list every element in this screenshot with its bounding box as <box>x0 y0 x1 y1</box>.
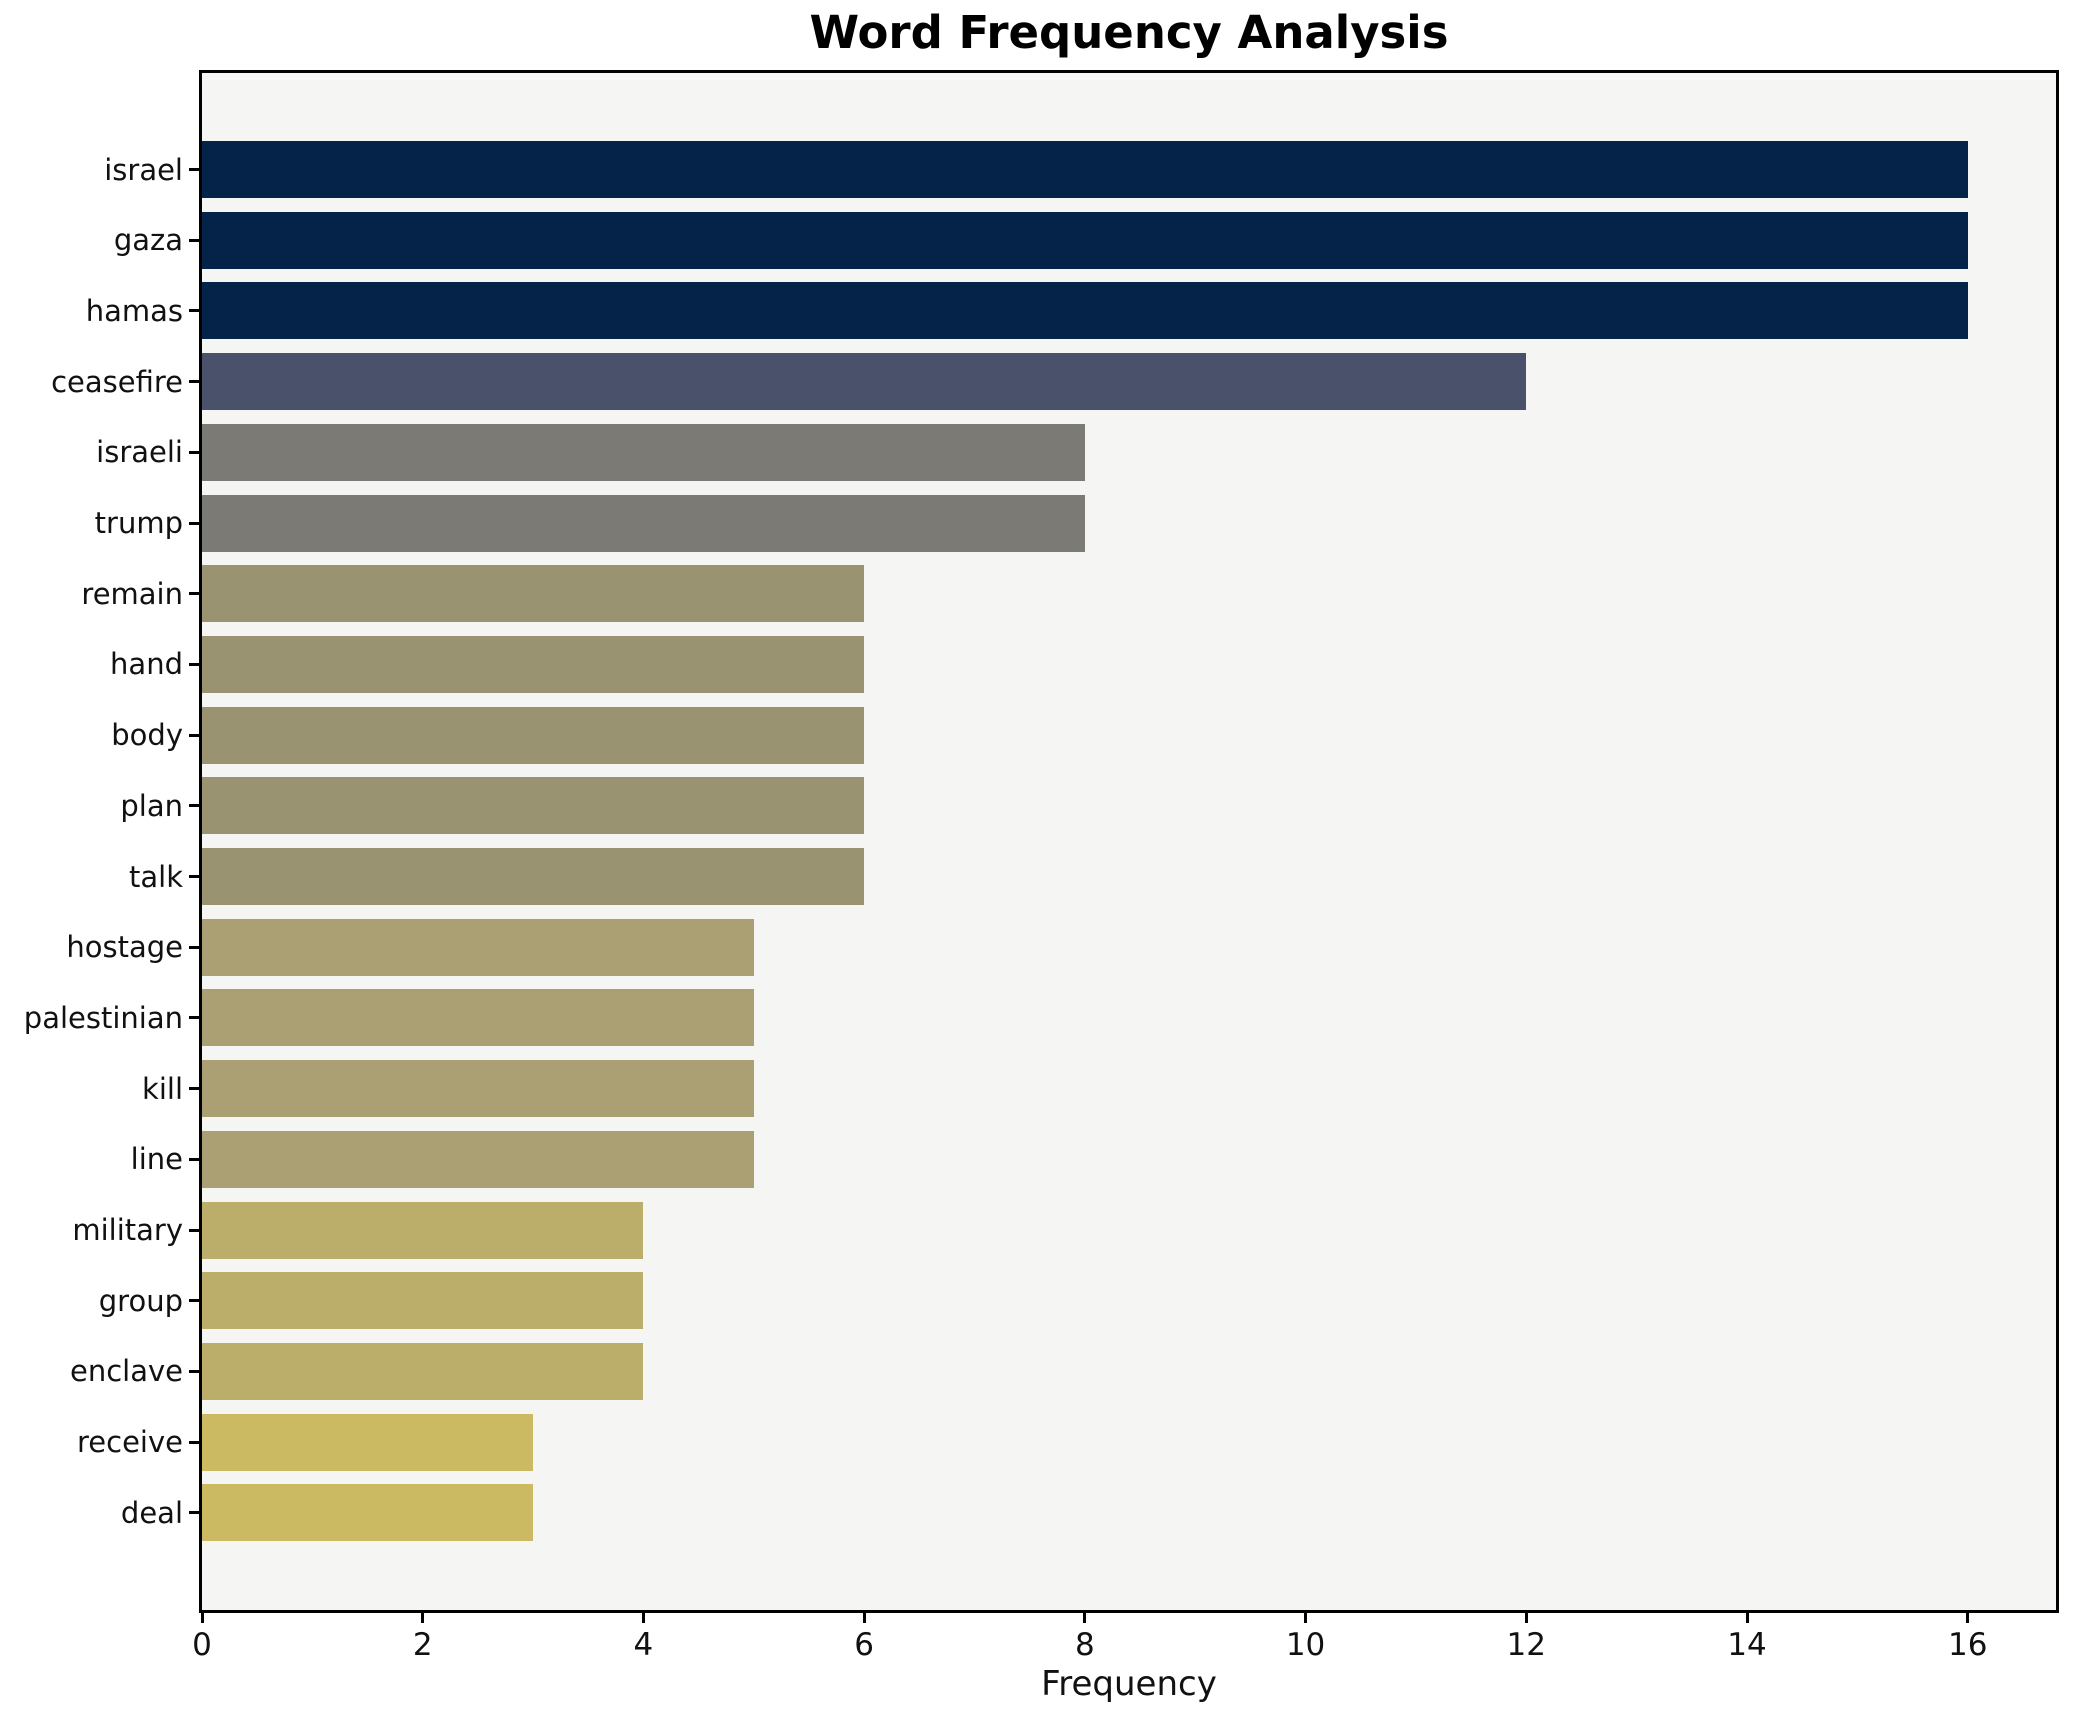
y-tick-label: body <box>111 718 183 753</box>
y-tick-label: hand <box>110 647 183 682</box>
y-tick-label: military <box>72 1213 183 1247</box>
bar-deal <box>202 1484 534 1542</box>
bar-gaza <box>202 211 1968 269</box>
y-tick-mark <box>189 1299 199 1303</box>
bar-hand <box>202 635 865 693</box>
y-tick-label: group <box>98 1283 183 1318</box>
bar-line <box>202 1130 754 1188</box>
y-tick-mark <box>189 1087 199 1091</box>
y-tick-label: plan <box>120 788 183 823</box>
y-tick-label: deal <box>120 1495 183 1530</box>
y-tick-label: israel <box>104 152 183 187</box>
y-tick-mark <box>189 521 199 525</box>
y-tick-label: hamas <box>85 293 183 328</box>
bar-enclave <box>202 1342 644 1400</box>
y-tick-mark <box>189 309 199 313</box>
y-tick-label: remain <box>81 576 183 611</box>
y-tick-mark <box>189 450 199 454</box>
bar-talk <box>202 848 865 905</box>
x-tick-mark <box>1524 1613 1528 1623</box>
y-tick-mark <box>189 662 199 666</box>
bar-kill <box>202 1060 754 1118</box>
y-tick-label: receive <box>77 1425 183 1460</box>
plot-area <box>199 70 2059 1613</box>
y-tick-label: israeli <box>96 435 183 470</box>
y-tick-mark <box>189 804 199 808</box>
bar-remain <box>202 565 865 623</box>
bar-ceasefire <box>202 353 1527 411</box>
y-tick-mark <box>189 1369 199 1373</box>
bars-layer <box>202 73 2056 1610</box>
x-tick-mark <box>200 1613 204 1623</box>
chart-title: Word Frequency Analysis <box>809 6 1449 59</box>
y-tick-mark <box>189 875 199 878</box>
x-axis-title: Frequency <box>1041 1664 1217 1704</box>
bar-israeli <box>202 423 1085 481</box>
x-tick-mark <box>1966 1613 1970 1623</box>
bar-body <box>202 706 865 764</box>
x-tick-mark <box>862 1613 866 1623</box>
y-tick-label: line <box>130 1142 183 1177</box>
y-tick-mark <box>189 945 199 949</box>
x-tick-label: 2 <box>412 1627 433 1663</box>
y-tick-label: hostage <box>66 930 183 965</box>
y-tick-label: enclave <box>70 1354 183 1389</box>
y-tick-mark <box>189 168 199 171</box>
y-tick-label: palestinian <box>23 1000 183 1035</box>
y-tick-mark <box>189 733 199 737</box>
x-tick-label: 12 <box>1506 1627 1546 1663</box>
y-tick-mark <box>189 238 199 242</box>
x-tick-mark <box>641 1613 645 1623</box>
x-tick-label: 4 <box>633 1627 654 1663</box>
x-tick-label: 8 <box>1074 1627 1095 1663</box>
y-tick-mark <box>189 380 199 384</box>
x-tick-mark <box>1083 1613 1087 1623</box>
bar-plan <box>202 777 865 835</box>
y-tick-label: trump <box>94 506 183 540</box>
bar-hostage <box>202 918 754 976</box>
y-tick-mark <box>189 1016 199 1020</box>
x-tick-label: 0 <box>192 1627 212 1663</box>
bar-group <box>202 1272 644 1330</box>
bar-palestinian <box>202 989 754 1047</box>
y-tick-label: talk <box>129 859 183 894</box>
y-tick-mark <box>189 1157 199 1161</box>
y-tick-mark <box>189 1440 199 1444</box>
x-tick-mark <box>1304 1613 1308 1623</box>
x-tick-label: 16 <box>1947 1627 1988 1663</box>
bar-trump <box>202 494 1085 552</box>
bar-hamas <box>202 282 1968 340</box>
x-tick-label: 14 <box>1727 1627 1767 1663</box>
x-tick-label: 10 <box>1285 1627 1326 1663</box>
bar-israel <box>202 141 1968 198</box>
y-tick-label: gaza <box>113 223 183 258</box>
bar-receive <box>202 1413 534 1471</box>
y-tick-label: kill <box>142 1071 183 1106</box>
y-tick-mark <box>189 1511 199 1515</box>
bar-military <box>202 1201 644 1259</box>
x-tick-label: 6 <box>854 1627 874 1663</box>
x-tick-mark <box>421 1613 425 1623</box>
y-tick-mark <box>189 592 199 596</box>
y-tick-mark <box>189 1228 199 1232</box>
x-tick-mark <box>1745 1613 1749 1623</box>
y-tick-label: ceasefire <box>51 364 183 399</box>
